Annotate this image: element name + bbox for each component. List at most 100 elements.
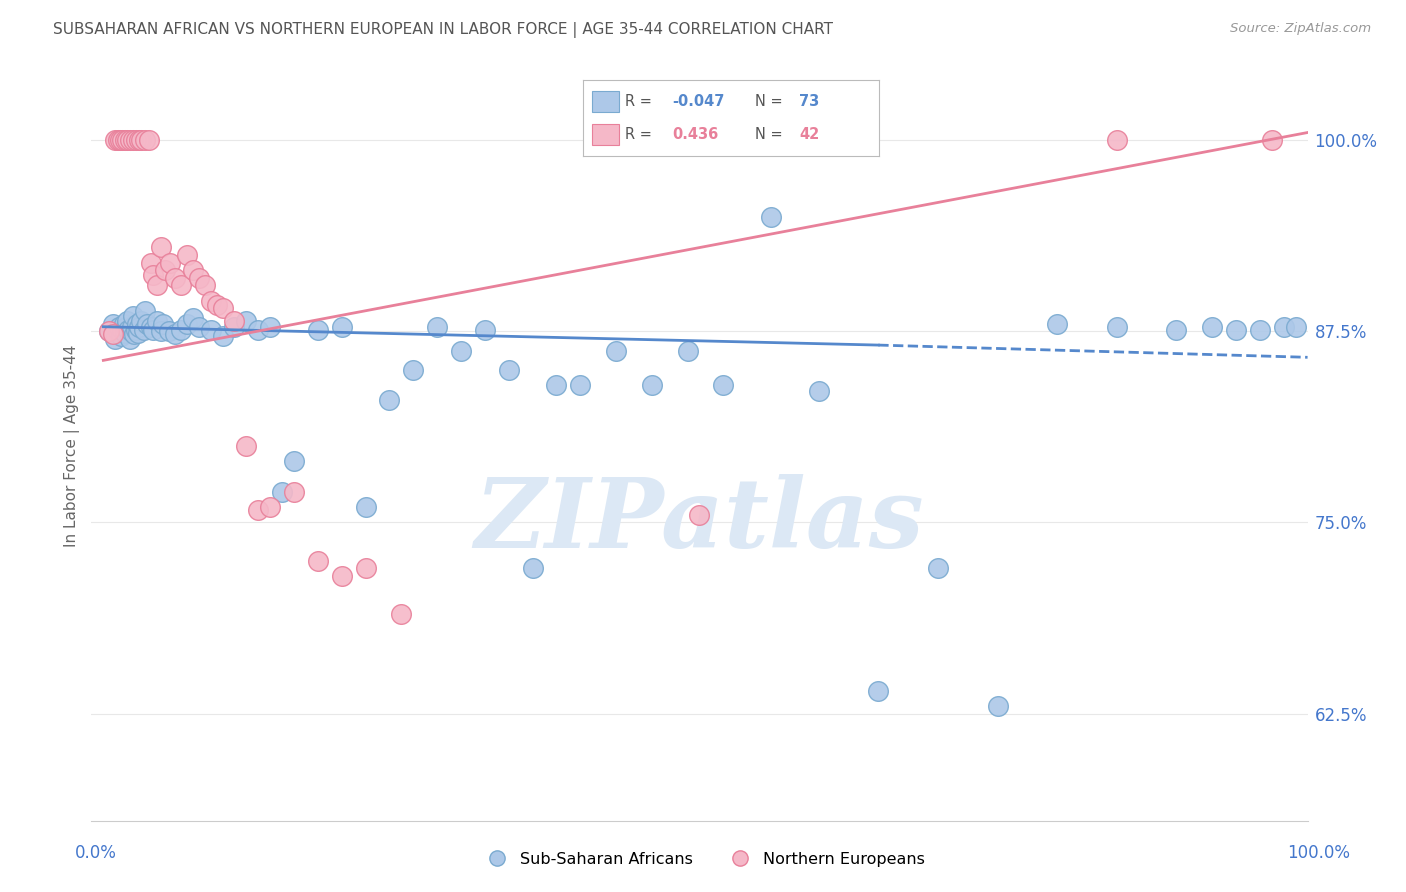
Point — [124, 133, 146, 147]
Point — [107, 133, 129, 147]
Point — [142, 268, 165, 282]
Point — [108, 319, 131, 334]
Bar — [592, 124, 619, 145]
Point — [307, 554, 329, 568]
Point — [676, 344, 699, 359]
Point — [1272, 319, 1295, 334]
Point — [378, 393, 401, 408]
Point — [176, 317, 198, 331]
Bar — [592, 91, 619, 112]
Point — [122, 309, 145, 323]
Point — [259, 500, 281, 515]
Point — [136, 317, 159, 331]
Point — [1166, 323, 1188, 337]
Point — [157, 324, 180, 338]
Point — [118, 133, 141, 147]
Point — [522, 561, 544, 575]
Point — [159, 255, 181, 269]
Point — [104, 133, 127, 147]
Point — [307, 323, 329, 337]
Point — [688, 508, 710, 522]
Point — [163, 327, 186, 342]
Point — [146, 278, 169, 293]
Point — [181, 263, 204, 277]
Point — [121, 319, 143, 334]
Point — [146, 313, 169, 327]
Point — [927, 561, 949, 575]
Point — [170, 278, 193, 293]
Point — [134, 133, 156, 147]
Y-axis label: In Labor Force | Age 35-44: In Labor Force | Age 35-44 — [65, 345, 80, 547]
Point — [330, 319, 353, 334]
Point — [200, 323, 222, 337]
Text: 42: 42 — [799, 128, 820, 143]
Point — [200, 293, 222, 308]
Point — [149, 240, 172, 254]
Point — [987, 698, 1010, 713]
Point — [247, 323, 270, 337]
Point — [107, 324, 129, 338]
Point — [124, 327, 146, 342]
Text: N =: N = — [755, 128, 782, 143]
Point — [104, 332, 127, 346]
Point — [224, 319, 246, 334]
Point — [155, 263, 177, 277]
Point — [868, 683, 890, 698]
Point — [131, 133, 153, 147]
Point — [163, 270, 186, 285]
Point — [101, 317, 124, 331]
Point — [389, 607, 412, 622]
Point — [114, 133, 136, 147]
Point — [247, 503, 270, 517]
Point — [1225, 323, 1247, 337]
Point — [132, 323, 155, 337]
Point — [546, 377, 568, 392]
Point — [402, 362, 425, 376]
Point — [271, 484, 294, 499]
Point — [125, 317, 148, 331]
Point — [139, 255, 162, 269]
Point — [142, 323, 165, 337]
Point — [1105, 133, 1128, 147]
Point — [641, 377, 664, 392]
Point — [120, 324, 142, 338]
Point — [127, 326, 149, 340]
Point — [170, 323, 193, 337]
Point — [134, 304, 156, 318]
Point — [605, 344, 627, 359]
Point — [354, 500, 377, 515]
Point — [115, 133, 138, 147]
Legend: Sub-Saharan Africans, Northern Europeans: Sub-Saharan Africans, Northern Europeans — [475, 846, 931, 873]
Point — [101, 327, 124, 342]
Point — [118, 332, 141, 346]
Point — [176, 248, 198, 262]
Point — [450, 344, 472, 359]
Point — [1261, 133, 1284, 147]
Point — [139, 319, 162, 334]
Text: N =: N = — [755, 94, 782, 109]
Point — [111, 323, 134, 337]
Text: SUBSAHARAN AFRICAN VS NORTHERN EUROPEAN IN LABOR FORCE | AGE 35-44 CORRELATION C: SUBSAHARAN AFRICAN VS NORTHERN EUROPEAN … — [53, 22, 834, 38]
Point — [115, 313, 138, 327]
Point — [194, 278, 217, 293]
Point — [149, 324, 172, 338]
Point — [498, 362, 520, 376]
Point — [1249, 323, 1271, 337]
Point — [224, 313, 246, 327]
Point — [114, 326, 136, 340]
Point — [152, 317, 174, 331]
Text: R =: R = — [624, 128, 652, 143]
Point — [235, 313, 257, 327]
Point — [122, 133, 145, 147]
Point — [124, 323, 146, 337]
Point — [117, 323, 139, 337]
Point — [108, 133, 131, 147]
Point — [211, 301, 233, 316]
Text: R =: R = — [624, 94, 652, 109]
Point — [211, 329, 233, 343]
Text: Source: ZipAtlas.com: Source: ZipAtlas.com — [1230, 22, 1371, 36]
Point — [474, 323, 496, 337]
Point — [112, 317, 135, 331]
Point — [1285, 319, 1308, 334]
Point — [115, 319, 138, 334]
